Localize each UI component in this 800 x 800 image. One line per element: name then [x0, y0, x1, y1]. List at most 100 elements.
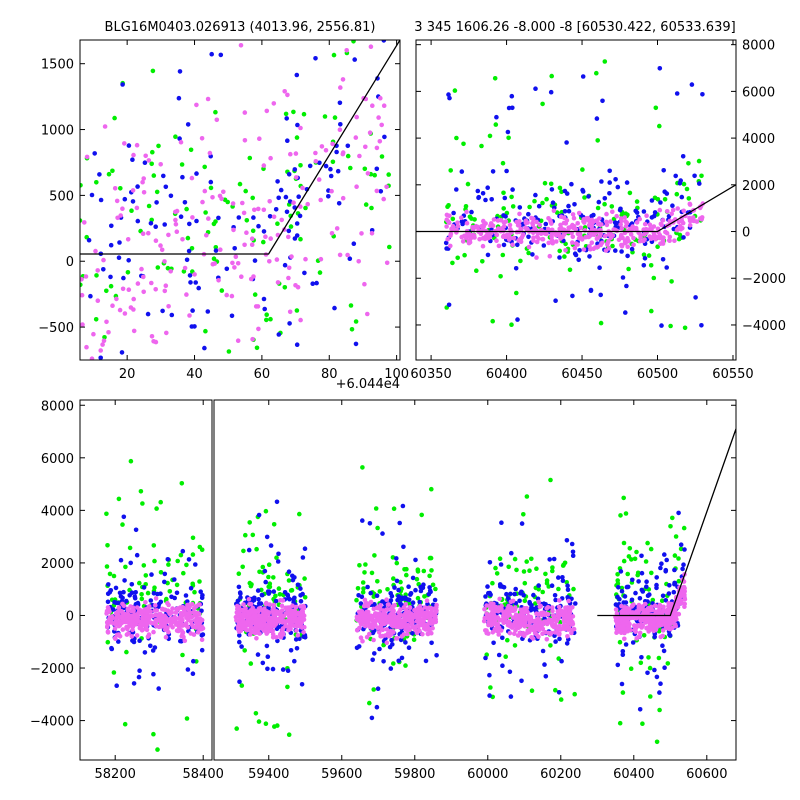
- magenta-point: [263, 601, 269, 607]
- green-point: [219, 288, 225, 293]
- green-point: [433, 586, 438, 592]
- magenta-point: [233, 614, 239, 620]
- blue-point: [97, 172, 102, 177]
- green-point: [649, 308, 654, 314]
- blue-point: [615, 662, 621, 668]
- green-point: [297, 511, 302, 517]
- blue-point: [266, 591, 272, 596]
- magenta-point: [593, 218, 599, 224]
- green-point: [557, 620, 563, 625]
- blue-point: [577, 248, 582, 253]
- green-point: [404, 572, 409, 578]
- magenta-point: [146, 230, 151, 236]
- blue-point: [359, 594, 365, 600]
- blue-point: [661, 168, 666, 173]
- blue-point: [98, 197, 104, 203]
- green-point: [302, 595, 308, 600]
- blue-point: [133, 527, 139, 533]
- blue-point: [275, 179, 280, 184]
- blue-point: [255, 588, 261, 593]
- green-point: [540, 101, 545, 107]
- magenta-point: [370, 103, 375, 108]
- magenta-point: [425, 625, 431, 630]
- green-point: [480, 259, 485, 264]
- magenta-point: [290, 603, 295, 608]
- magenta-point: [337, 127, 343, 132]
- magenta-point: [659, 610, 665, 616]
- mid-y-tick-label: 0: [742, 226, 750, 241]
- green-point: [509, 322, 514, 328]
- blue-point: [132, 594, 138, 599]
- blue-point: [187, 221, 192, 227]
- green-point: [548, 643, 553, 648]
- green-point: [236, 571, 242, 576]
- green-point: [634, 199, 640, 204]
- magenta-point: [484, 232, 490, 238]
- magenta-point: [296, 617, 301, 622]
- green-point: [550, 565, 555, 570]
- blue-point: [689, 82, 695, 87]
- magenta-point: [598, 231, 603, 237]
- green-point: [276, 586, 282, 591]
- magenta-point: [288, 626, 293, 632]
- green-point: [421, 568, 427, 574]
- magenta-point: [522, 617, 528, 622]
- magenta-point: [255, 206, 261, 212]
- green-point: [557, 248, 562, 254]
- magenta-point: [257, 606, 263, 611]
- green-point: [351, 40, 356, 44]
- blue-point: [645, 670, 650, 676]
- magenta-point: [146, 158, 152, 163]
- blue-point: [489, 197, 495, 202]
- magenta-point: [144, 609, 150, 615]
- magenta-point: [494, 238, 499, 243]
- blue-point: [602, 196, 608, 201]
- magenta-point: [422, 622, 428, 627]
- blue-point: [109, 645, 114, 651]
- magenta-point: [444, 212, 450, 218]
- blue-point: [485, 584, 490, 589]
- blue-point: [237, 679, 242, 684]
- blue-point: [394, 556, 399, 561]
- blue-point: [623, 642, 629, 647]
- green-point: [391, 576, 396, 581]
- magenta-point: [359, 608, 364, 614]
- magenta-point: [359, 231, 364, 236]
- magenta-point: [547, 253, 553, 259]
- blue-point: [630, 640, 636, 645]
- magenta-point: [313, 159, 319, 164]
- magenta-point: [100, 342, 105, 347]
- magenta-point: [637, 216, 642, 222]
- green-point: [549, 73, 554, 79]
- magenta-point: [481, 218, 486, 224]
- blue-point: [106, 582, 111, 587]
- magenta-point: [301, 630, 306, 635]
- magenta-point: [366, 613, 372, 619]
- magenta-point: [560, 626, 566, 631]
- blue-point: [278, 187, 284, 193]
- blue-point: [263, 579, 269, 585]
- magenta-point: [507, 222, 513, 228]
- magenta-point: [80, 292, 85, 298]
- mid-panel: 3 345 1606.26 -8.000 -8 [60530.422, 6053…: [410, 20, 786, 382]
- blue-point: [121, 514, 127, 520]
- magenta-point: [358, 635, 364, 640]
- blue-point: [374, 593, 380, 598]
- blue-point: [629, 246, 635, 252]
- magenta-point: [646, 629, 651, 634]
- magenta-point: [613, 607, 619, 612]
- green-point: [178, 552, 184, 558]
- blue-point: [569, 181, 574, 187]
- blue-point: [541, 243, 547, 248]
- green-point: [492, 76, 498, 81]
- magenta-point: [627, 609, 632, 614]
- blue-point: [480, 191, 486, 196]
- blue-point: [658, 565, 663, 571]
- blue-point: [153, 224, 158, 229]
- green-point: [641, 252, 647, 257]
- blue-point: [556, 690, 562, 695]
- magenta-point: [149, 334, 155, 339]
- green-point: [465, 181, 471, 187]
- magenta-point: [418, 608, 423, 614]
- blue-point: [378, 189, 384, 194]
